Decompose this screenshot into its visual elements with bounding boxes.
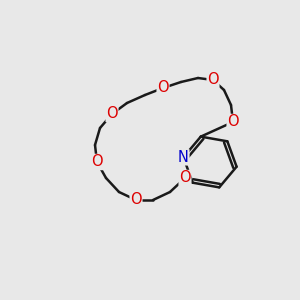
Text: N: N bbox=[178, 150, 189, 165]
Text: O: O bbox=[91, 154, 103, 169]
Text: O: O bbox=[106, 106, 118, 122]
Text: O: O bbox=[157, 80, 169, 95]
Text: O: O bbox=[227, 115, 239, 130]
Text: O: O bbox=[207, 73, 219, 88]
Text: O: O bbox=[130, 193, 142, 208]
Text: O: O bbox=[179, 170, 191, 185]
